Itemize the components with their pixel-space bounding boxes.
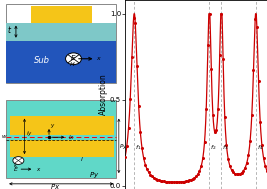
Circle shape (65, 53, 81, 65)
Text: $E$: $E$ (70, 53, 76, 62)
Text: $f_3$: $f_3$ (222, 143, 229, 152)
Text: $Py$: $Py$ (89, 170, 100, 180)
Bar (10, 116, 114, 157)
Text: $f_1$: $f_1$ (135, 143, 142, 152)
Text: $w$: $w$ (1, 133, 8, 140)
Bar (31, 6, 92, 23)
Text: Sub: Sub (34, 56, 50, 65)
Bar (10, 135, 114, 140)
Text: $k$: $k$ (13, 161, 19, 169)
Text: $x$: $x$ (96, 55, 102, 62)
Text: $H$: $H$ (69, 60, 75, 68)
Text: $t$: $t$ (7, 24, 13, 35)
Bar (6, 41, 116, 83)
Bar (6, 100, 116, 178)
Text: $y$: $y$ (50, 122, 56, 130)
Text: $ly$: $ly$ (26, 129, 33, 138)
Text: $Px$: $Px$ (50, 182, 60, 189)
Text: $E$: $E$ (13, 165, 19, 173)
Text: $l$: $l$ (80, 155, 83, 163)
Text: $Py$: $Py$ (119, 142, 128, 151)
Text: $lx$: $lx$ (68, 132, 75, 141)
Text: $f_2$: $f_2$ (210, 143, 217, 152)
Text: $f_4$: $f_4$ (257, 143, 264, 152)
Bar (6, 4, 116, 83)
Y-axis label: Absorption: Absorption (99, 74, 108, 115)
Circle shape (13, 157, 24, 164)
Text: $x$: $x$ (36, 166, 41, 173)
Bar (6, 23, 116, 41)
